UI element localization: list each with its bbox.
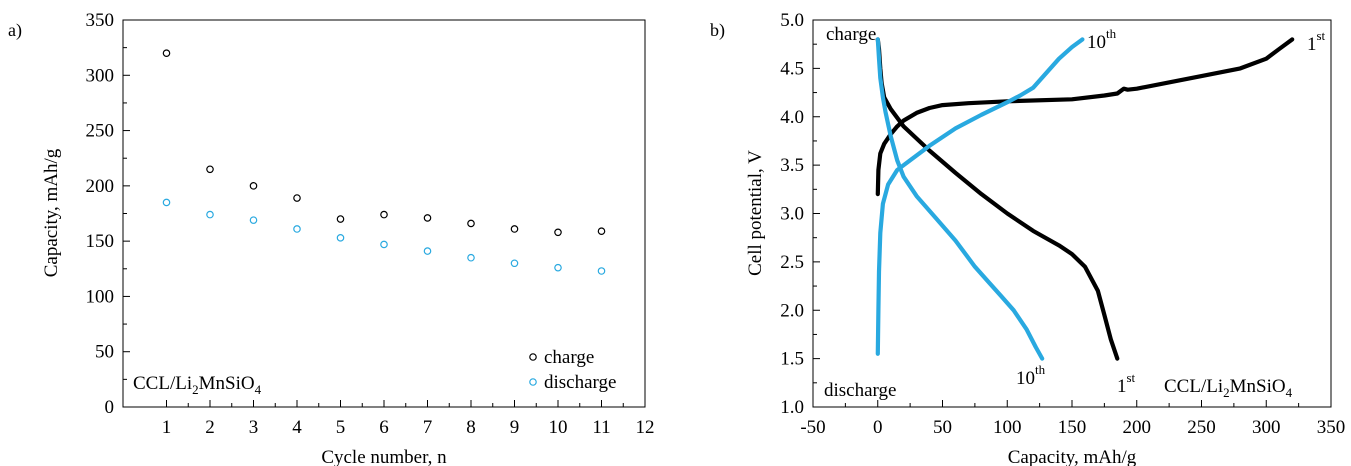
panel-a-label: a): [8, 20, 22, 41]
panel-b-y-tick-label: 3.5: [780, 155, 804, 176]
discharge-point: [162, 198, 171, 207]
panel-b-x-tick-label: 150: [1058, 417, 1087, 438]
panel-a-x-tick-label: 8: [466, 417, 476, 438]
panel-a-legend: charge discharge: [529, 347, 616, 393]
panel-a-x-tick-label: 2: [205, 417, 215, 438]
legend-discharge-marker: [529, 378, 537, 386]
panel-b-x-tick-label: 0: [873, 417, 883, 438]
legend-discharge-label: discharge: [544, 372, 616, 393]
panel-b-first-cycle-top-label: 1st: [1307, 28, 1326, 55]
charge-point: [206, 165, 214, 174]
discharge-point: [336, 234, 345, 242]
panel-b-ticks: -50 0 50 100 150 200 250 300 350 1.0 1.5 2.0 2.5 3.0 3…: [780, 10, 1345, 438]
panel-a-x-tick-label: 7: [423, 417, 433, 438]
panel-b-charge-label: charge: [826, 24, 876, 45]
panel-a-y-tick-label: 200: [86, 176, 115, 197]
charge-point: [293, 194, 301, 202]
charge-point: [554, 228, 562, 237]
panel-b-label: b): [710, 20, 725, 41]
panel-a-y-tick-label: 150: [86, 231, 115, 252]
panel-a-x-tick-label: 6: [379, 417, 389, 438]
charge-point: [467, 219, 475, 228]
panel-a-y-tick-label: 0: [105, 397, 115, 418]
panel-a-x-tick-label: 1: [162, 417, 172, 438]
discharge-point: [423, 247, 432, 255]
discharge-point: [510, 259, 519, 268]
discharge-point: [249, 216, 258, 224]
discharge-point: [380, 240, 388, 249]
panel-a-y-tick-label: 350: [86, 10, 115, 31]
legend-charge-marker: [529, 353, 537, 361]
panel-a-points: [162, 49, 606, 275]
charge-point: [510, 225, 519, 233]
10th-discharge-curve: [875, 37, 1045, 361]
charge-point: [336, 215, 345, 223]
panel-b-x-tick-label: -50: [800, 417, 825, 438]
panel-b-x-tick-label: 250: [1187, 417, 1216, 438]
discharge-point: [554, 263, 562, 272]
discharge-point: [293, 225, 301, 233]
panel-b-discharge-label: discharge: [824, 380, 896, 401]
panel-b-y-axis-label: Cell potential, V: [745, 150, 766, 276]
legend-charge-label: charge: [544, 347, 594, 368]
panel-b-x-axis-label: Capacity, mAh/g: [1008, 447, 1137, 466]
10th-charge-curve: [875, 37, 1085, 356]
panel-a-y-tick-label: 250: [86, 121, 115, 142]
panel-b-x-tick-label: 300: [1252, 417, 1281, 438]
discharge-point: [467, 253, 475, 262]
panel-a-x-tick-label: 10: [549, 417, 568, 438]
panel-b-x-tick-label: 350: [1317, 417, 1346, 438]
panel-b-x-tick-label: 200: [1123, 417, 1152, 438]
panel-b-y-tick-label: 1.0: [780, 397, 804, 418]
charge-point: [423, 214, 432, 222]
1st-discharge-curve: [875, 37, 1120, 361]
panel-a-x-tick-label: 9: [510, 417, 520, 438]
panel-a-y-axis-label: Capacity, mAh/g: [41, 148, 62, 277]
panel-a-x-tick-label: 11: [592, 417, 610, 438]
discharge-point: [206, 210, 214, 219]
charge-point: [597, 227, 606, 235]
panel-a-y-tick-label: 300: [86, 65, 115, 86]
charge-point: [249, 182, 258, 190]
panel-b-y-tick-label: 2.0: [780, 300, 804, 321]
1st-charge-curve: [875, 37, 1295, 197]
panel-a-chart: a) 1 2 3 4 5 6 7 8 9 10 11 12050100150200250300350 …: [8, 10, 655, 466]
panel-a-annotation: CCL/Li2MnSiO4: [133, 373, 262, 397]
panel-b-y-tick-label: 5.0: [780, 10, 804, 31]
discharge-point: [597, 267, 606, 275]
panel-a-y-tick-label: 100: [86, 286, 115, 307]
panel-b-y-tick-label: 4.5: [780, 58, 804, 79]
panel-b-y-tick-label: 3.0: [780, 204, 804, 225]
panel-a-x-axis-label: Cycle number, n: [321, 447, 447, 466]
panel-a-x-tick-label: 3: [249, 417, 259, 438]
panel-b-x-tick-label: 50: [933, 417, 952, 438]
panel-b-y-tick-label: 1.5: [780, 349, 804, 370]
panel-b-tenth-cycle-top-label: 10th: [1087, 26, 1117, 53]
panel-b-first-cycle-bottom-label: 1st: [1117, 370, 1136, 397]
panel-b-frame: [812, 19, 1332, 408]
panel-b-y-tick-label: 4.0: [780, 107, 804, 128]
charge-point: [162, 49, 171, 57]
panel-b-x-tick-label: 100: [993, 417, 1022, 438]
panel-b-chart: b) -50 0 50 100 150 200 250 300 350 1.0 1.5 2.0 2.5 3…: [710, 10, 1345, 466]
panel-b-curves: [875, 37, 1295, 361]
charge-point: [380, 210, 388, 219]
panel-a-x-tick-label: 5: [336, 417, 346, 438]
panel-b-y-tick-label: 2.5: [780, 252, 804, 273]
panel-a-x-tick-label: 12: [636, 417, 655, 438]
panel-a-y-tick-label: 50: [95, 342, 114, 363]
panel-b-annotation: CCL/Li2MnSiO4: [1164, 376, 1293, 400]
panel-a-x-tick-label: 4: [292, 417, 302, 438]
panel-b-tenth-cycle-bottom-label: 10th: [1016, 362, 1046, 389]
